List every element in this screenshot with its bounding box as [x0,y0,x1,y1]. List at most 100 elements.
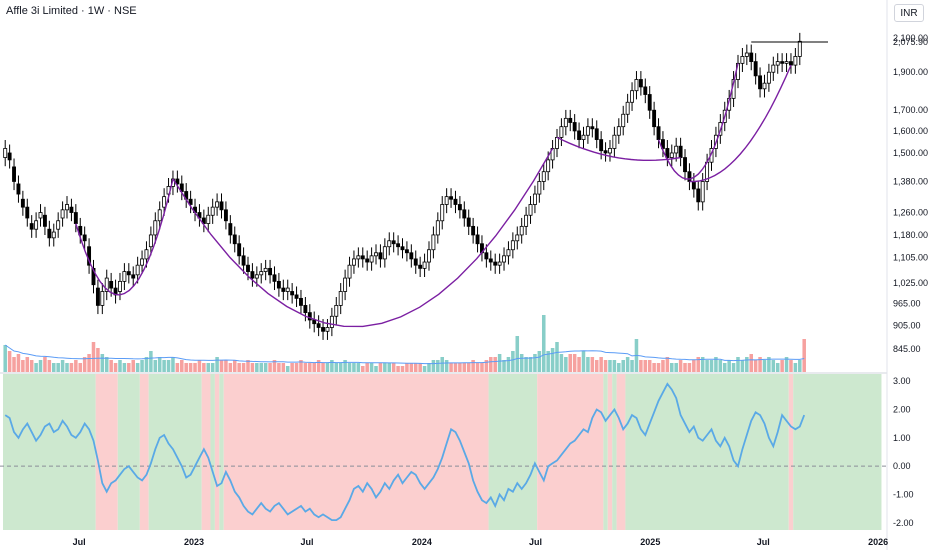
volume-bar [475,363,480,372]
volume-bar [687,363,692,372]
price-tick-label: 965.00 [893,299,921,309]
volume-bar [678,360,683,372]
volume-bar [356,363,361,372]
candle-down [391,240,396,245]
volume-bar [581,351,586,372]
candle-down [299,297,303,306]
volume-bar [316,360,321,372]
time-tick-label: Jul [73,537,86,547]
candle-up [210,206,215,216]
volume-bar [96,348,100,372]
candle-down [603,150,608,154]
candle-up [621,113,626,128]
candle-down [12,166,16,182]
volume-bar [749,354,754,372]
volume-bar [47,360,52,372]
volume-bar [458,363,462,372]
volume-bar [127,363,131,372]
volume-bar [767,357,771,372]
volume-bar [184,363,188,372]
oscillator-tick-label: 0.00 [893,461,911,471]
volume-bar [568,354,573,372]
volume-bar [374,366,378,372]
candle-down [638,79,643,88]
candle-up [762,82,767,90]
candle-up [422,261,427,269]
candle-down [656,126,661,140]
candle-down [643,86,648,95]
volume-bar [69,363,74,372]
volume-bar [219,360,224,372]
volume-bar [12,357,16,372]
candle-up [259,271,264,276]
candle-down [475,234,480,245]
candle-up [506,249,511,257]
candle-down [753,61,758,77]
candle-up [135,264,140,276]
candle-down [365,258,370,263]
volume-bar [727,360,731,372]
candle-down [493,261,498,266]
volume-bar [197,360,202,372]
oscillator-zone-green [3,374,96,530]
volume-bar [431,360,436,372]
volume-bar [519,354,524,372]
price-candles [3,32,828,340]
candle-down [321,327,325,332]
volume-bar [224,360,228,372]
volume-ma-line [4,344,805,365]
volume-bar [34,363,38,372]
volume-bar [528,357,533,372]
candle-down [294,294,299,299]
oscillator-tick-label: 3.00 [893,376,911,386]
candle-up [65,204,69,211]
volume-bar [405,363,409,372]
candle-down [219,201,224,211]
time-tick-label: 2026 [868,537,888,547]
candle-down [237,243,242,257]
volume-bar [497,354,502,372]
volume-bar [731,363,736,372]
volume-bar [546,351,550,372]
volume-bar [449,363,453,372]
price-tick-label: 1,180.00 [893,230,928,240]
currency-button[interactable]: INR [894,4,924,22]
volume-bar [440,357,444,372]
volume-bar [740,360,745,372]
oscillator-tick-label: -1.00 [893,490,914,500]
time-tick-label: Jul [757,537,770,547]
candle-up [555,136,559,149]
candle-up [215,201,220,208]
volume-bar [789,360,793,372]
candle-down [109,280,114,289]
volume-bar [683,363,687,372]
volume-bar [652,363,656,372]
candle-up [427,249,431,263]
volume-bar [100,354,105,372]
volume-bar [736,357,740,372]
cup-curve [689,64,792,183]
volume-bar [321,363,325,372]
volume-bar [559,354,564,372]
volume-bar [484,360,489,372]
candle-up [616,126,621,136]
cup-curve [75,178,174,296]
volume-bar [643,360,648,372]
volume-bar [157,357,162,372]
candle-up [524,214,529,227]
candle-up [585,126,590,136]
candle-down [47,228,52,239]
volume-bar [131,360,135,372]
volume-bar [365,363,369,372]
volume-bar [692,360,696,372]
candle-down [272,274,277,282]
time-tick-label: Jul [529,537,542,547]
cup-curve [556,136,681,162]
candle-up [148,234,153,248]
candle-down [400,246,405,251]
volume-bar [3,345,7,372]
candle-up [444,196,449,205]
candle-down [42,214,47,227]
volume-bar [718,360,723,372]
candle-down [789,61,793,66]
